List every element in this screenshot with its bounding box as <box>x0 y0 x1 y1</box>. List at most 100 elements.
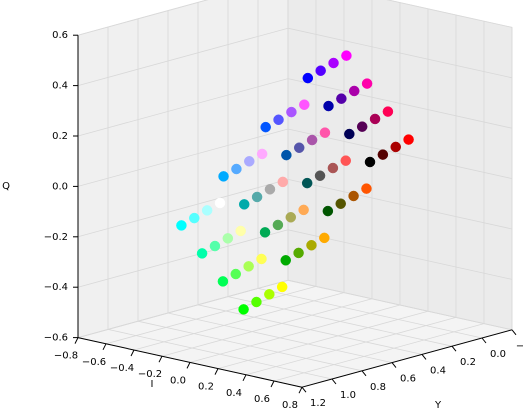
x-tick-label: 0.8 <box>282 400 298 411</box>
point <box>403 134 414 145</box>
z-tick-label: 0.2 <box>52 131 68 142</box>
tick-mark <box>74 337 79 344</box>
point <box>176 220 187 231</box>
point <box>377 149 389 160</box>
point <box>382 106 394 117</box>
point <box>293 142 305 153</box>
grid-line <box>77 0 209 36</box>
grid-line <box>77 279 289 338</box>
point <box>314 170 326 181</box>
x-tick-label: 0.0 <box>170 375 186 386</box>
point <box>272 219 284 231</box>
x-tick-label: −0.4 <box>110 363 134 374</box>
y-tick-label: 0.6 <box>400 374 416 385</box>
grid-line <box>287 179 513 230</box>
point <box>201 205 213 216</box>
point <box>335 198 346 209</box>
point <box>256 253 267 265</box>
point <box>322 205 334 217</box>
point <box>243 261 254 272</box>
z-tick-label: −0.6 <box>44 333 68 344</box>
point <box>251 191 263 203</box>
point <box>369 113 381 125</box>
y-axis-label: Y <box>434 400 442 411</box>
point <box>251 296 262 308</box>
z-tick-label: 0.6 <box>52 30 68 41</box>
x-tick-label: −0.2 <box>138 369 162 380</box>
grid-line <box>167 312 393 363</box>
grid-line <box>217 310 429 369</box>
point <box>323 100 334 112</box>
tick-mark <box>331 378 337 385</box>
tick-mark <box>242 374 247 382</box>
tick-mark <box>391 362 397 368</box>
point <box>348 190 359 202</box>
tick-mark <box>511 329 517 336</box>
point <box>189 212 200 224</box>
grid-line <box>287 27 513 79</box>
grid-line <box>77 229 289 288</box>
point <box>230 268 242 280</box>
point <box>244 156 255 167</box>
grid-line <box>77 27 289 86</box>
point <box>256 148 268 160</box>
y-tick-label: 1.0 <box>340 390 356 401</box>
point <box>196 248 208 259</box>
y-tick-label: 0.0 <box>490 349 506 360</box>
tick-mark <box>102 343 107 351</box>
z-tick-label: −0.2 <box>44 232 68 243</box>
point <box>348 85 360 97</box>
grid-line <box>107 329 333 380</box>
grid-line <box>386 0 513 28</box>
grid-line <box>273 323 485 382</box>
grid-line <box>189 304 401 363</box>
grid-line <box>133 292 345 351</box>
tick-mark <box>158 355 163 363</box>
point <box>276 281 288 293</box>
tick-mark <box>481 337 487 344</box>
grid-line <box>197 304 423 355</box>
tick-mark <box>130 349 135 357</box>
x-tick-label: 0.2 <box>198 382 214 393</box>
point <box>364 156 376 168</box>
point <box>214 197 226 209</box>
point <box>238 304 249 315</box>
point <box>344 128 355 140</box>
point <box>222 233 234 244</box>
point <box>336 93 347 104</box>
point <box>231 163 242 175</box>
point <box>273 114 284 126</box>
point <box>217 276 229 287</box>
point <box>293 247 304 259</box>
point <box>299 99 310 110</box>
point <box>327 162 339 174</box>
grid-line <box>287 78 513 129</box>
grid-line <box>77 128 289 187</box>
point <box>259 227 271 238</box>
point <box>306 134 318 146</box>
x-tick-label: 0.6 <box>254 394 270 405</box>
point <box>298 204 309 216</box>
point <box>285 212 297 223</box>
grid-line <box>245 317 457 376</box>
tick-mark <box>301 386 307 393</box>
point <box>264 184 276 195</box>
point <box>328 57 339 69</box>
tick-mark <box>186 362 191 369</box>
point <box>319 232 330 244</box>
pane-left <box>77 0 289 339</box>
grid-line <box>287 279 513 331</box>
grid-line <box>137 320 363 372</box>
y-tick-label: 0.4 <box>430 365 446 376</box>
x-tick-label: −0.8 <box>54 351 78 362</box>
point <box>209 240 221 252</box>
point <box>302 72 314 84</box>
y-tick-label: −0.2 <box>516 341 523 352</box>
grid-line <box>227 296 453 347</box>
point <box>390 141 401 153</box>
point <box>281 149 292 161</box>
point <box>260 121 271 133</box>
x-tick-label: −0.6 <box>82 357 106 368</box>
